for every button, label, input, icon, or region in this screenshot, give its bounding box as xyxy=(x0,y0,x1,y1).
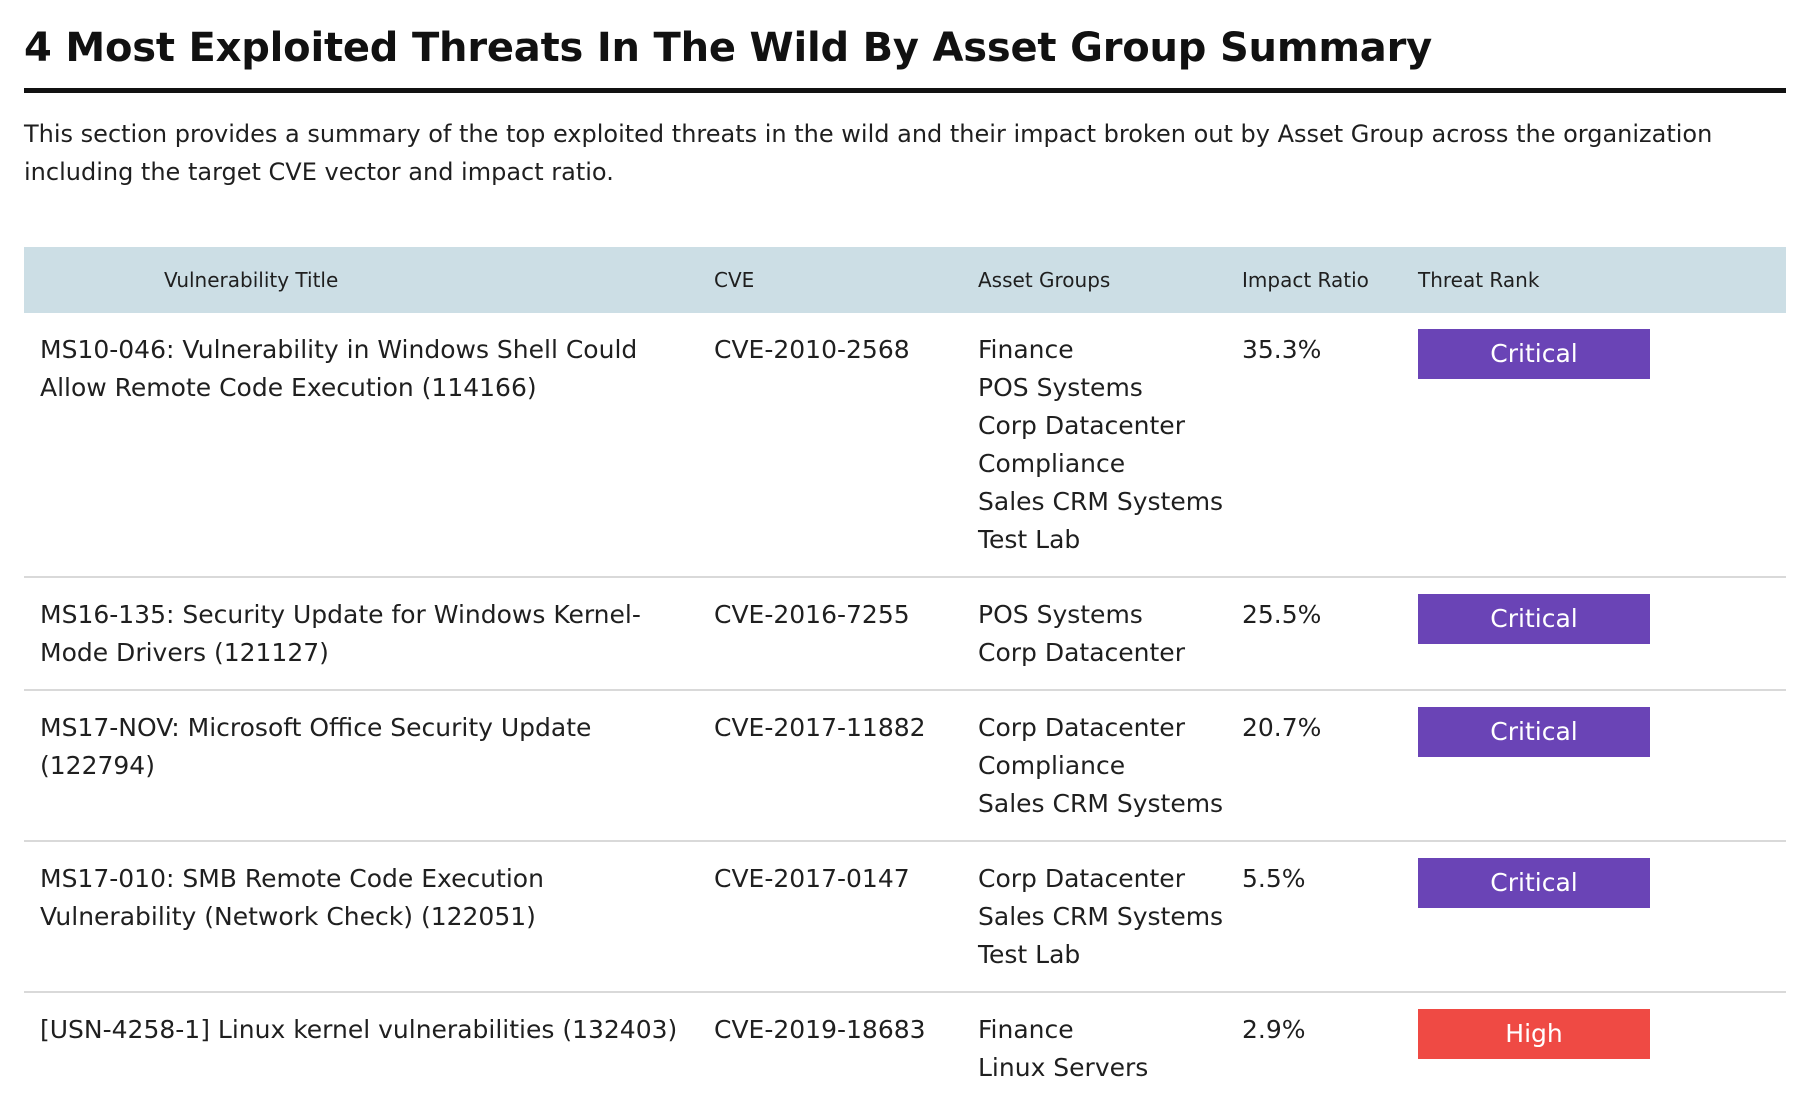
cell-vulnerability-title: MS17-010: SMB Remote Code Execution Vuln… xyxy=(24,841,714,992)
cell-asset-groups: Finance POS Systems Corp Datacenter Complia… xyxy=(978,313,1242,577)
table-header: Vulnerability Title CVE Asset Groups Imp… xyxy=(24,247,1786,313)
threat-rank-badge: High xyxy=(1418,1009,1650,1059)
cell-impact-ratio: 20.7% xyxy=(1242,690,1418,841)
cell-impact-ratio: 2.9% xyxy=(1242,992,1418,1104)
cve-id: CVE-2010-2568 xyxy=(714,335,910,364)
asset-group-item: Finance xyxy=(978,1015,1074,1044)
table-row: MS16-135: Security Update for Windows Ke… xyxy=(24,577,1786,690)
asset-group-item: Corp Datacenter xyxy=(978,713,1185,742)
impact-ratio-value: 5.5% xyxy=(1242,864,1306,893)
cell-asset-groups: Corp Datacenter Compliance Sales CRM Syste… xyxy=(978,690,1242,841)
table-row: MS10-046: Vulnerability in Windows Shell… xyxy=(24,313,1786,577)
asset-group-item: POS Systems xyxy=(978,600,1143,629)
table-row: [USN-4258-1] Linux kernel vulnerabilitie… xyxy=(24,992,1786,1104)
cell-asset-groups: Finance Linux Servers xyxy=(978,992,1242,1104)
asset-group-item: Test Lab xyxy=(978,525,1081,554)
header-threat-rank: Threat Rank xyxy=(1418,268,1540,292)
header-cve: CVE xyxy=(714,268,755,292)
asset-group-item: Compliance xyxy=(978,449,1126,478)
cve-id: CVE-2017-11882 xyxy=(714,713,926,742)
asset-group-item: Corp Datacenter xyxy=(978,864,1185,893)
cell-impact-ratio: 25.5% xyxy=(1242,577,1418,690)
threat-rank-badge: Critical xyxy=(1418,858,1650,908)
asset-group-item: POS Systems xyxy=(978,373,1143,402)
threat-rank-badge: Critical xyxy=(1418,594,1650,644)
asset-group-list: Finance Linux Servers xyxy=(978,993,1242,1104)
cell-vulnerability-title: [USN-4258-1] Linux kernel vulnerabilitie… xyxy=(24,992,714,1104)
asset-group-list: Finance POS Systems Corp Datacenter Complia… xyxy=(978,313,1242,576)
threat-rank-badge: Critical xyxy=(1418,707,1650,757)
asset-group-list: Corp Datacenter Sales CRM Systems Test Lab xyxy=(978,842,1242,991)
cell-cve: CVE-2010-2568 xyxy=(714,313,978,577)
cell-cve: CVE-2019-18683 xyxy=(714,992,978,1104)
impact-ratio-value: 35.3% xyxy=(1242,335,1322,364)
section-intro: This section provides a summary of the t… xyxy=(24,120,1713,186)
header-asset-groups: Asset Groups xyxy=(978,268,1111,292)
cve-id: CVE-2019-18683 xyxy=(714,1015,926,1044)
vulnerability-title-text: MS17-NOV: Microsoft Office Security Upda… xyxy=(40,713,592,780)
cell-threat-rank: Critical xyxy=(1418,841,1786,992)
table-body: MS10-046: Vulnerability in Windows Shell… xyxy=(24,313,1786,1104)
cell-impact-ratio: 35.3% xyxy=(1242,313,1418,577)
asset-group-item: Sales CRM Systems xyxy=(978,789,1224,818)
cell-cve: CVE-2017-0147 xyxy=(714,841,978,992)
asset-group-item: Test Lab xyxy=(978,940,1081,969)
asset-group-item: Corp Datacenter xyxy=(978,411,1185,440)
threat-rank-badge: Critical xyxy=(1418,329,1650,379)
cell-cve: CVE-2017-11882 xyxy=(714,690,978,841)
cell-vulnerability-title: MS10-046: Vulnerability in Windows Shell… xyxy=(24,313,714,577)
asset-group-item: Linux Servers xyxy=(978,1053,1149,1082)
cell-impact-ratio: 5.5% xyxy=(1242,841,1418,992)
vulnerability-title-text: MS17-010: SMB Remote Code Execution Vuln… xyxy=(40,864,544,931)
cell-threat-rank: Critical xyxy=(1418,690,1786,841)
impact-ratio-value: 2.9% xyxy=(1242,1015,1306,1044)
cell-vulnerability-title: MS17-NOV: Microsoft Office Security Upda… xyxy=(24,690,714,841)
asset-group-list: Corp Datacenter Compliance Sales CRM Syste… xyxy=(978,691,1242,840)
header-impact-ratio: Impact Ratio xyxy=(1242,268,1369,292)
vulnerability-title-text: MS10-046: Vulnerability in Windows Shell… xyxy=(40,335,638,402)
cve-id: CVE-2016-7255 xyxy=(714,600,910,629)
table-row: MS17-010: SMB Remote Code Execution Vuln… xyxy=(24,841,1786,992)
asset-group-item: Corp Datacenter xyxy=(978,638,1185,667)
asset-group-item: Finance xyxy=(978,335,1074,364)
cell-threat-rank: Critical xyxy=(1418,313,1786,577)
threats-table: Vulnerability Title CVE Asset Groups Imp… xyxy=(24,247,1786,1104)
table-row: MS17-NOV: Microsoft Office Security Upda… xyxy=(24,690,1786,841)
header-vulnerability-title: Vulnerability Title xyxy=(164,268,339,292)
cve-id: CVE-2017-0147 xyxy=(714,864,910,893)
cell-asset-groups: POS Systems Corp Datacenter xyxy=(978,577,1242,690)
cell-cve: CVE-2016-7255 xyxy=(714,577,978,690)
cell-asset-groups: Corp Datacenter Sales CRM Systems Test Lab xyxy=(978,841,1242,992)
cell-threat-rank: Critical xyxy=(1418,577,1786,690)
vulnerability-title-text: MS16-135: Security Update for Windows Ke… xyxy=(40,600,641,667)
asset-group-item: Sales CRM Systems xyxy=(978,487,1224,516)
asset-group-item: Compliance xyxy=(978,751,1126,780)
section-heading: 4 Most Exploited Threats In The Wild By … xyxy=(24,25,1432,71)
heading-rule xyxy=(24,88,1786,93)
cell-threat-rank: High xyxy=(1418,992,1786,1104)
header-row: Vulnerability Title CVE Asset Groups Imp… xyxy=(24,247,1786,313)
asset-group-list: POS Systems Corp Datacenter xyxy=(978,578,1242,689)
impact-ratio-value: 25.5% xyxy=(1242,600,1322,629)
asset-group-item: Sales CRM Systems xyxy=(978,902,1224,931)
cell-vulnerability-title: MS16-135: Security Update for Windows Ke… xyxy=(24,577,714,690)
report-section: 4 Most Exploited Threats In The Wild By … xyxy=(24,0,1786,1104)
impact-ratio-value: 20.7% xyxy=(1242,713,1322,742)
vulnerability-title-text: [USN-4258-1] Linux kernel vulnerabilitie… xyxy=(40,1015,678,1044)
